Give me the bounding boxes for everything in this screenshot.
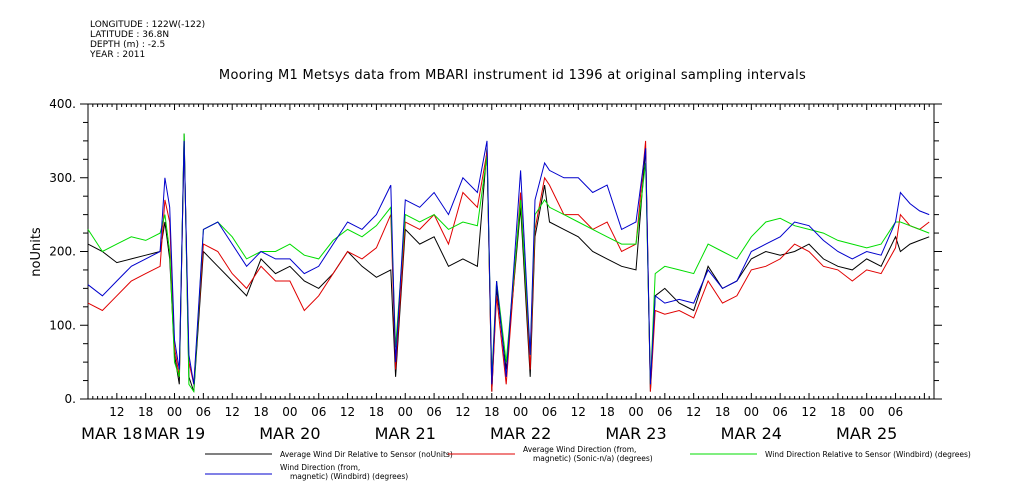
x-hour-tick-label: 00 xyxy=(859,405,874,419)
x-hour-tick-label: 18 xyxy=(253,405,268,419)
x-day-label: MAR 23 xyxy=(605,424,666,443)
x-hour-tick-label: 00 xyxy=(744,405,759,419)
x-day-label: MAR 19 xyxy=(144,424,205,443)
y-tick-label: 0. xyxy=(65,392,76,406)
y-tick-label: 100. xyxy=(49,318,76,332)
x-day-label: MAR 20 xyxy=(259,424,320,443)
axis-labels: 0. 100. 200. 300. 400. 12 18 00 06 12 18 00 06 12 18 00… xyxy=(49,97,903,443)
plot-frame xyxy=(88,104,934,399)
legend-label-2: Average Wind Direction (from, xyxy=(523,445,636,454)
y-tick-label: 200. xyxy=(49,245,76,259)
y-axis-label: noUnits xyxy=(29,227,44,277)
x-hour-tick-label: 06 xyxy=(426,405,441,419)
legend-label-4: Wind Direction (from, xyxy=(280,463,360,472)
x-hour-tick-label: 06 xyxy=(311,405,326,419)
x-hour-tick-label: 00 xyxy=(628,405,643,419)
x-hour-tick-label: 18 xyxy=(369,405,384,419)
axis-ticks xyxy=(80,104,942,399)
chart-canvas: 0. 100. 200. 300. 400. 12 18 00 06 12 18 00 06 12 18 00… xyxy=(0,0,1009,504)
x-hour-tick-label: 12 xyxy=(225,405,240,419)
y-tick-label: 400. xyxy=(49,97,76,111)
x-hour-tick-label: 12 xyxy=(571,405,586,419)
x-hour-tick-label: 12 xyxy=(455,405,470,419)
x-hour-tick-label: 06 xyxy=(542,405,557,419)
legend-label-4-cont: magnetic) (Windbird) (degrees) xyxy=(290,472,408,481)
x-day-label: MAR 25 xyxy=(836,424,897,443)
x-hour-tick-label: 06 xyxy=(888,405,903,419)
x-hour-tick-label: 18 xyxy=(484,405,499,419)
x-hour-tick-label: 18 xyxy=(830,405,845,419)
x-hour-tick-label: 18 xyxy=(715,405,730,419)
x-day-label: MAR 18 xyxy=(81,424,142,443)
legend-label-1: Average Wind Dir Relative to Sensor (noU… xyxy=(280,450,453,459)
x-hour-tick-label: 00 xyxy=(167,405,182,419)
x-hour-tick-label: 12 xyxy=(686,405,701,419)
legend: Average Wind Dir Relative to Sensor (noU… xyxy=(205,445,971,481)
y-tick-label: 300. xyxy=(49,171,76,185)
x-hour-tick-label: 12 xyxy=(801,405,816,419)
x-hour-tick-label: 00 xyxy=(513,405,528,419)
x-hour-tick-label: 18 xyxy=(138,405,153,419)
series-line-2 xyxy=(88,141,929,392)
x-hour-tick-label: 06 xyxy=(657,405,672,419)
x-hour-tick-label: 06 xyxy=(196,405,211,419)
x-day-label: MAR 24 xyxy=(721,424,782,443)
series-lines xyxy=(88,134,929,392)
x-hour-tick-label: 18 xyxy=(599,405,614,419)
x-hour-tick-label: 12 xyxy=(109,405,124,419)
x-day-label: MAR 21 xyxy=(375,424,436,443)
x-hour-tick-label: 06 xyxy=(773,405,788,419)
x-hour-tick-label: 00 xyxy=(398,405,413,419)
legend-label-3: Wind Direction Relative to Sensor (Windb… xyxy=(765,450,971,459)
legend-label-2-cont: magnetic) (Sonic-n/a) (degrees) xyxy=(533,454,653,463)
x-hour-tick-label: 12 xyxy=(340,405,355,419)
x-day-label: MAR 22 xyxy=(490,424,551,443)
x-hour-tick-label: 00 xyxy=(282,405,297,419)
